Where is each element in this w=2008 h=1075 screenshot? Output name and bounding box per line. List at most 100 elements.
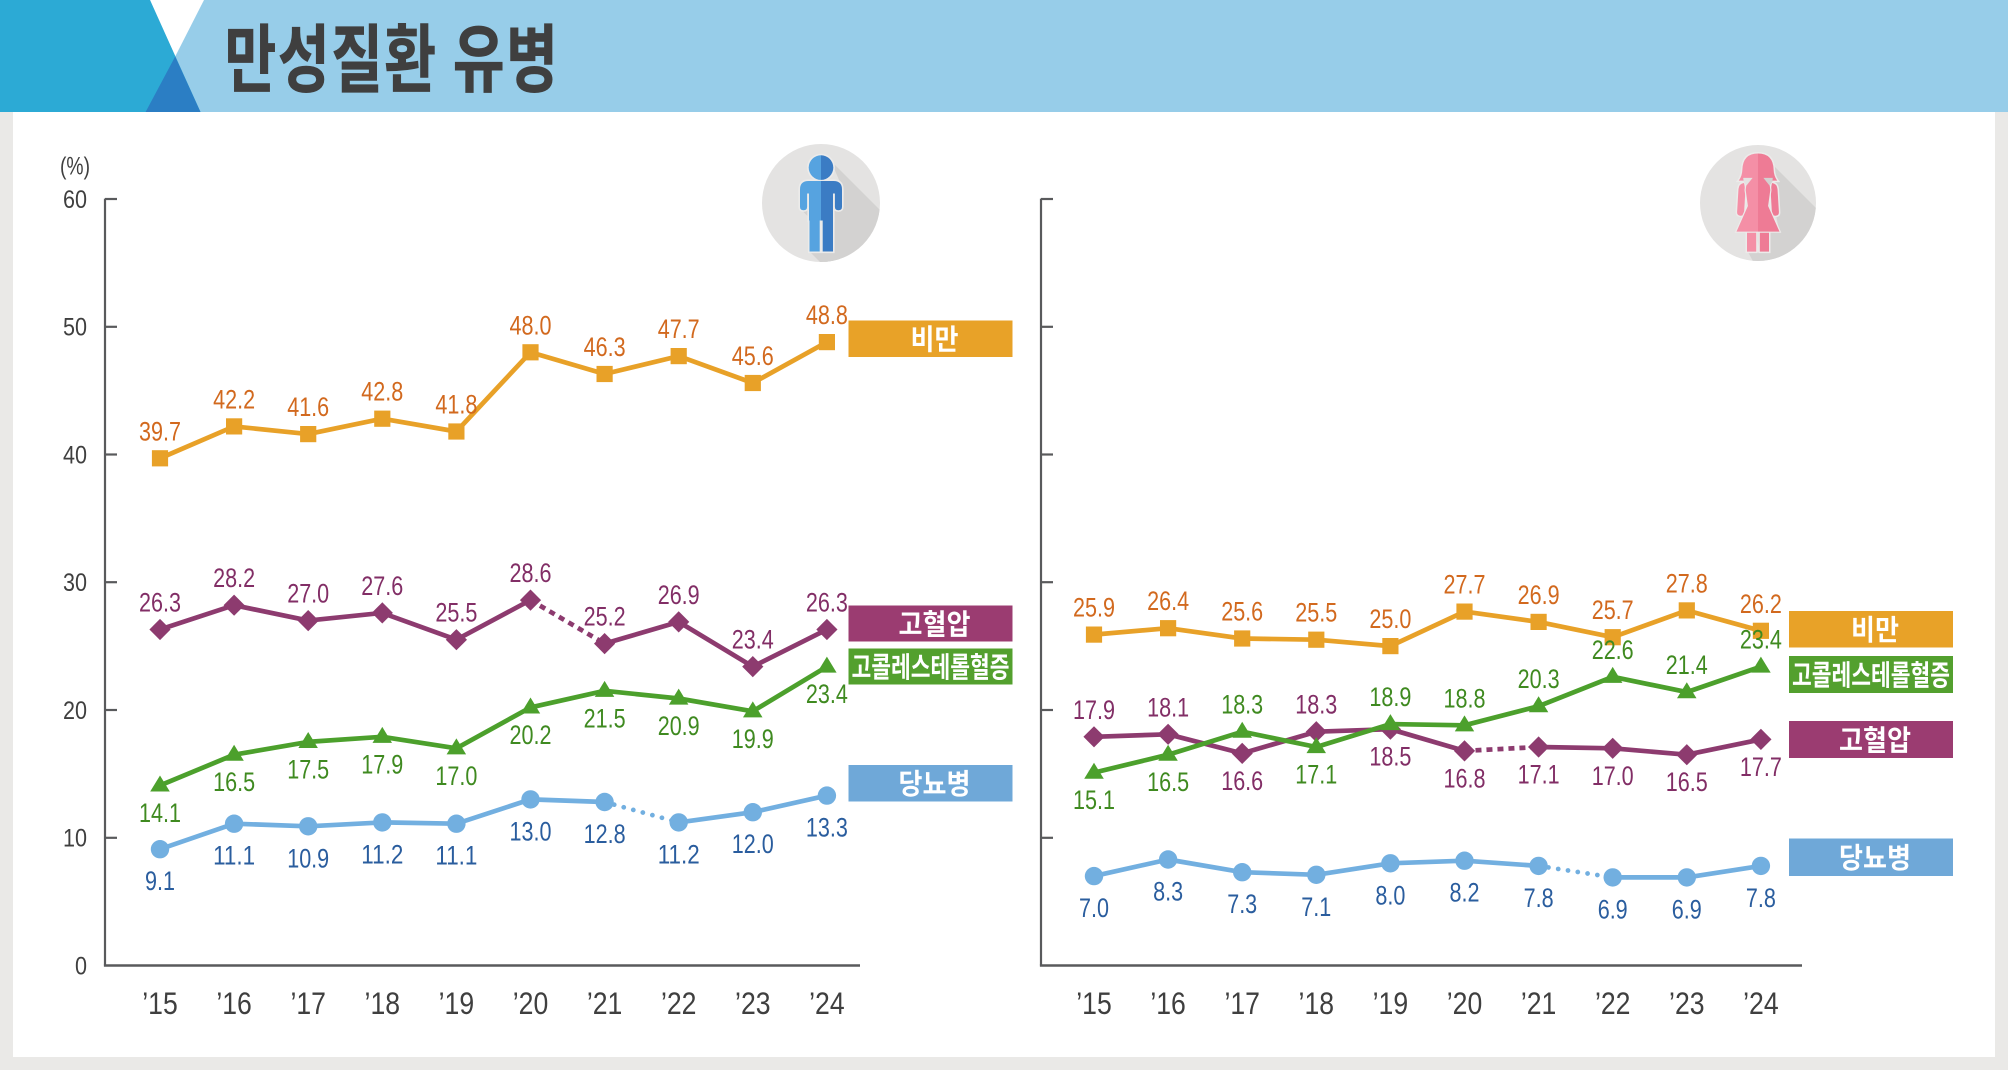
svg-text:18.8: 18.8 [1444,683,1486,713]
svg-text:25.7: 25.7 [1592,595,1634,625]
svg-text:14.1: 14.1 [139,798,181,828]
svg-text:18.3: 18.3 [1221,690,1263,720]
svg-text:18.1: 18.1 [1147,692,1189,722]
svg-text:17.9: 17.9 [361,749,403,779]
svg-text:26.9: 26.9 [658,580,700,610]
svg-text:(%): (%) [60,153,90,181]
svg-text:’18: ’18 [1299,985,1335,1021]
svg-text:’23: ’23 [735,985,771,1021]
svg-text:6.9: 6.9 [1598,894,1628,924]
svg-text:11.2: 11.2 [361,839,403,869]
svg-text:41.8: 41.8 [435,390,477,420]
svg-text:25.0: 25.0 [1369,604,1411,634]
svg-text:12.8: 12.8 [584,819,626,849]
svg-text:27.7: 27.7 [1444,570,1486,600]
svg-text:18.3: 18.3 [1295,690,1337,720]
svg-text:25.5: 25.5 [435,598,477,628]
svg-text:16.5: 16.5 [1666,767,1708,797]
svg-text:8.3: 8.3 [1153,877,1183,907]
svg-text:23.4: 23.4 [1740,625,1782,655]
svg-text:10: 10 [63,825,87,853]
svg-text:9.1: 9.1 [145,866,175,896]
svg-text:27.8: 27.8 [1666,568,1708,598]
svg-text:20: 20 [63,697,87,725]
svg-text:17.0: 17.0 [435,761,477,791]
svg-text:26.9: 26.9 [1518,580,1560,610]
svg-text:13.3: 13.3 [806,813,848,843]
svg-text:17.1: 17.1 [1295,760,1337,790]
svg-text:17.9: 17.9 [1073,695,1115,725]
svg-text:26.4: 26.4 [1147,586,1189,616]
svg-text:41.6: 41.6 [287,392,329,422]
svg-text:’16: ’16 [216,985,252,1021]
svg-text:30: 30 [63,569,87,597]
svg-text:’18: ’18 [365,985,401,1021]
svg-text:’22: ’22 [1595,985,1631,1021]
svg-text:25.9: 25.9 [1073,593,1115,623]
svg-text:20.3: 20.3 [1518,664,1560,694]
svg-text:16.8: 16.8 [1444,763,1486,793]
svg-text:26.3: 26.3 [139,588,181,618]
svg-text:7.8: 7.8 [1524,883,1554,913]
svg-text:50: 50 [63,314,87,342]
svg-text:48.8: 48.8 [806,300,848,330]
svg-text:26.3: 26.3 [806,588,848,618]
svg-text:’15: ’15 [142,985,178,1021]
svg-text:16.5: 16.5 [1147,767,1189,797]
svg-text:’20: ’20 [513,985,549,1021]
svg-text:23.4: 23.4 [806,679,848,709]
svg-text:8.2: 8.2 [1450,878,1480,908]
svg-text:20.2: 20.2 [510,720,552,750]
svg-text:23.4: 23.4 [732,625,774,655]
svg-text:10.9: 10.9 [287,843,329,873]
svg-text:18.5: 18.5 [1369,742,1411,772]
svg-text:22.6: 22.6 [1592,635,1634,665]
svg-text:’16: ’16 [1150,985,1186,1021]
svg-text:11.1: 11.1 [435,841,477,871]
svg-text:16.6: 16.6 [1221,766,1263,796]
svg-text:25.2: 25.2 [584,602,626,632]
svg-text:7.8: 7.8 [1746,883,1776,913]
svg-text:’17: ’17 [1224,985,1260,1021]
svg-text:16.5: 16.5 [213,767,255,797]
svg-text:11.2: 11.2 [658,839,700,869]
svg-text:60: 60 [63,186,87,214]
svg-text:’19: ’19 [439,985,475,1021]
svg-text:13.0: 13.0 [510,816,552,846]
svg-text:17.5: 17.5 [287,754,329,784]
svg-text:26.2: 26.2 [1740,589,1782,619]
svg-text:27.0: 27.0 [287,579,329,609]
svg-text:7.1: 7.1 [1301,892,1331,922]
svg-text:’17: ’17 [290,985,326,1021]
svg-text:21.4: 21.4 [1666,650,1708,680]
svg-text:42.2: 42.2 [213,384,255,414]
svg-text:’21: ’21 [1521,985,1557,1021]
svg-text:15.1: 15.1 [1073,785,1115,815]
svg-text:12.0: 12.0 [732,829,774,859]
svg-text:8.0: 8.0 [1375,880,1405,910]
svg-text:28.6: 28.6 [510,558,552,588]
svg-text:17.1: 17.1 [1518,760,1560,790]
svg-text:’22: ’22 [661,985,697,1021]
svg-text:40: 40 [63,441,87,469]
svg-text:18.9: 18.9 [1369,682,1411,712]
svg-text:25.5: 25.5 [1295,598,1337,628]
svg-text:42.8: 42.8 [361,377,403,407]
svg-text:7.0: 7.0 [1079,893,1109,923]
svg-text:’20: ’20 [1447,985,1483,1021]
svg-text:47.7: 47.7 [658,314,700,344]
svg-text:’23: ’23 [1669,985,1705,1021]
svg-text:19.9: 19.9 [732,724,774,754]
svg-text:25.6: 25.6 [1221,597,1263,627]
svg-text:39.7: 39.7 [139,416,181,446]
svg-text:17.0: 17.0 [1592,761,1634,791]
svg-text:48.0: 48.0 [510,310,552,340]
svg-text:45.6: 45.6 [732,341,774,371]
svg-text:46.3: 46.3 [584,332,626,362]
svg-text:17.7: 17.7 [1740,752,1782,782]
svg-text:7.3: 7.3 [1227,889,1257,919]
svg-text:’21: ’21 [587,985,623,1021]
svg-text:’24: ’24 [809,985,845,1021]
svg-text:’15: ’15 [1076,985,1112,1021]
svg-text:11.1: 11.1 [213,841,255,871]
